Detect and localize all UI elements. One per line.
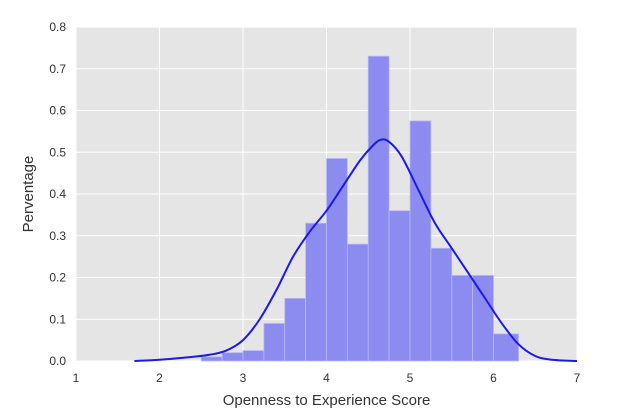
x-axis-label: Openness to Experience Score: [223, 392, 431, 409]
y-tick-label: 0.8: [49, 20, 66, 34]
y-tick-labels: 0.0 0.1 0.2 0.3 0.4 0.5 0.6 0.7 0.8: [49, 20, 66, 368]
x-tick-labels: 1 2 3 4 5 6 7: [73, 371, 581, 385]
kde-density-line: [134, 138, 578, 362]
histogram-bar: [263, 323, 286, 362]
y-tick-label: 0.7: [49, 62, 66, 76]
histogram-bar: [284, 297, 307, 362]
x-tick-label: 5: [407, 371, 414, 385]
histogram-bar: [221, 352, 244, 362]
histogram-bar: [326, 158, 348, 362]
x-tick-label: 2: [156, 371, 163, 385]
y-tick-label: 0.6: [49, 104, 66, 118]
x-tick-label: 6: [490, 371, 497, 385]
x-tick-label: 1: [73, 371, 80, 385]
histogram-bar: [242, 350, 265, 362]
y-tick-label: 0.0: [49, 354, 66, 368]
y-tick-label: 0.3: [49, 229, 66, 243]
histogram-bar: [388, 210, 411, 362]
histogram-bar: [200, 356, 223, 362]
x-tick-label: 3: [240, 371, 247, 385]
y-tick-label: 0.1: [49, 312, 66, 326]
y-tick-label: 0.2: [49, 271, 66, 285]
histogram-bar: [451, 275, 474, 362]
histogram-bar: [409, 120, 432, 362]
x-tick-label: 7: [574, 371, 581, 385]
histogram-bar: [367, 55, 390, 362]
histogram-bar: [472, 275, 494, 362]
x-tick-label: 4: [323, 371, 330, 385]
y-axis-label: Perventage: [20, 156, 37, 233]
y-tick-label: 0.5: [49, 145, 66, 159]
histogram-bar: [346, 243, 369, 362]
histogram-bar: [430, 247, 453, 362]
histogram-bars: [200, 55, 519, 362]
y-tick-label: 0.4: [49, 187, 66, 201]
histogram-bar: [493, 333, 519, 362]
histogram-bar: [305, 222, 327, 362]
